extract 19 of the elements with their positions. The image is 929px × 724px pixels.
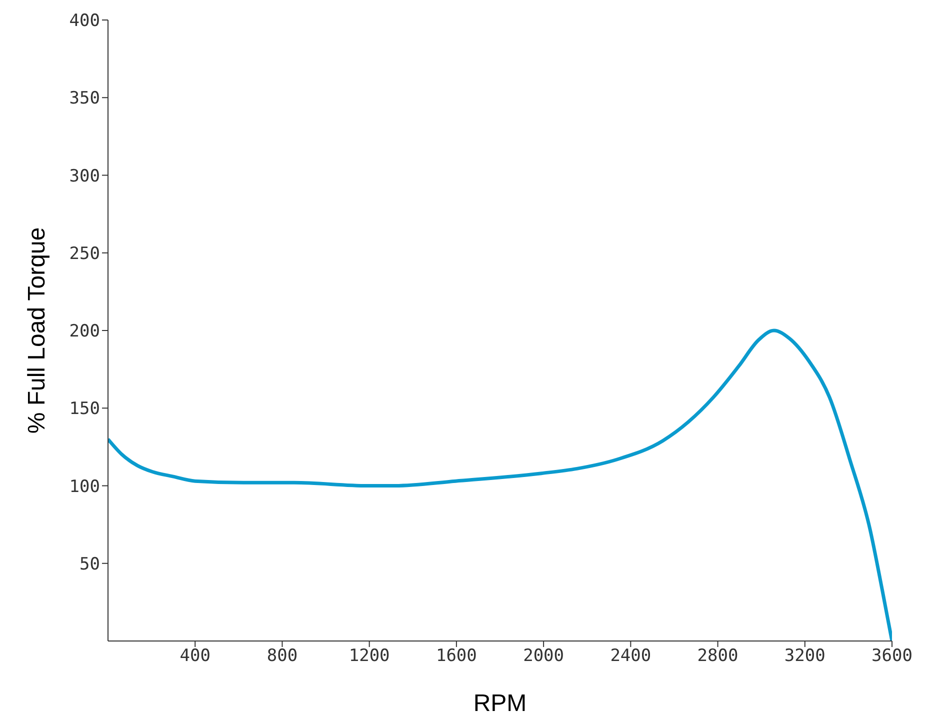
- x-axis-title: RPM: [473, 690, 527, 717]
- x-tick-label: 400: [180, 646, 210, 666]
- x-tick-label: 800: [266, 646, 298, 666]
- y-tick-label: 50: [80, 554, 100, 574]
- x-tick-label: 2800: [697, 646, 738, 666]
- y-tick-label: 250: [69, 244, 100, 264]
- y-tick-label: 100: [69, 476, 100, 497]
- x-tick-label: 2000: [523, 646, 564, 666]
- x-tick-label: 1200: [348, 646, 390, 666]
- x-tick-label: 3600: [872, 646, 912, 666]
- y-tick-label: 400: [69, 11, 100, 32]
- y-tick-label: 150: [69, 399, 100, 420]
- y-axis-title: % Full Load Torque: [23, 227, 50, 434]
- x-tick-label: 2400: [610, 646, 652, 666]
- x-tick-label: 3200: [784, 646, 826, 666]
- x-tick-label: 1600: [436, 646, 477, 666]
- y-tick-label: 300: [69, 166, 100, 186]
- y-tick-label: 200: [69, 322, 100, 342]
- y-tick-label: 350: [69, 88, 100, 109]
